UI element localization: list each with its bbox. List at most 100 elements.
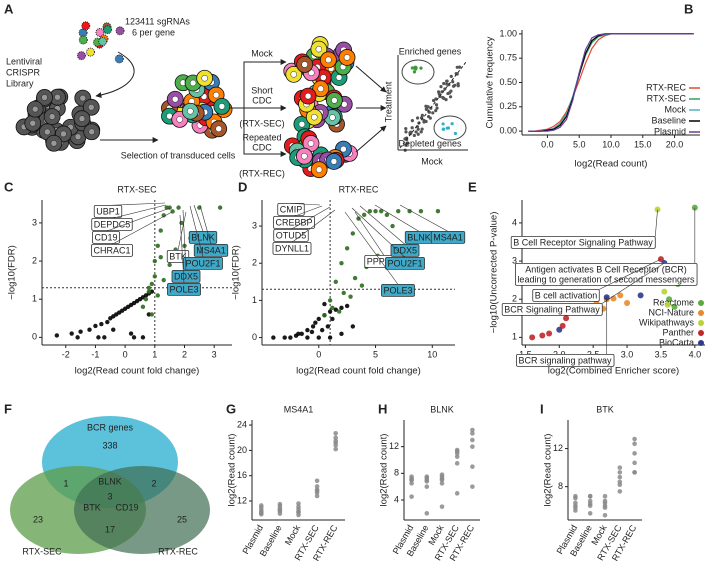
- arm-label: (RTX-REC): [239, 168, 285, 178]
- inset-dot: [413, 65, 418, 69]
- leader-line: [374, 204, 420, 232]
- y-tick-label: 12: [553, 443, 563, 453]
- point: [259, 503, 264, 508]
- point: [470, 464, 475, 469]
- virus: [103, 25, 113, 35]
- cell-nucleus: [315, 45, 323, 53]
- x-tick-label: 2: [182, 349, 187, 359]
- x-axis-label: log2(Read count fold change): [75, 366, 200, 377]
- point: [624, 300, 631, 307]
- point: [314, 493, 320, 499]
- leader-line: [105, 207, 171, 232]
- point: [424, 511, 430, 516]
- point: [617, 470, 623, 475]
- point: [170, 209, 175, 214]
- point: [155, 293, 160, 298]
- point: [288, 335, 293, 340]
- cell-nucleus: [31, 105, 39, 113]
- point: [333, 279, 338, 284]
- legend-label: Panther: [662, 327, 694, 337]
- inset-dot: [420, 113, 424, 117]
- cell-nucleus: [304, 92, 312, 100]
- gene-label: DDX5: [393, 245, 417, 255]
- point: [314, 478, 320, 484]
- inset-label: Depleted genes: [398, 138, 462, 148]
- y-tick-label: 3: [252, 220, 257, 230]
- cell-nucleus: [88, 128, 95, 136]
- panel-letter: C: [4, 179, 14, 194]
- inset-dot: [424, 107, 428, 111]
- point: [296, 501, 301, 506]
- point: [152, 274, 158, 279]
- y-axis-label: −log10(FDR): [231, 245, 242, 300]
- gene-label: DEPDC5: [94, 219, 131, 229]
- point: [75, 335, 80, 340]
- annotation-box: [532, 288, 600, 302]
- y-tick-label: 12: [237, 495, 247, 505]
- leader-line: [111, 211, 173, 245]
- gene-label: DYNLL1: [275, 243, 309, 253]
- legend-swatch: [698, 300, 704, 306]
- y-tick-label: 4: [394, 494, 399, 504]
- point: [587, 493, 593, 499]
- point: [454, 461, 460, 466]
- gene-label: MS4A1: [196, 245, 226, 255]
- x-tick-label: 5: [373, 349, 378, 359]
- legend-swatch: [698, 330, 704, 336]
- point: [316, 335, 321, 340]
- annotation: leading to generation of second messenge…: [517, 274, 695, 284]
- point: [78, 329, 83, 334]
- x-tick-label: 4.0: [689, 349, 702, 359]
- y-tick-label: 3: [512, 255, 517, 265]
- point: [454, 454, 460, 459]
- leader-line: [293, 205, 323, 217]
- point: [602, 503, 608, 509]
- leader-line: [193, 204, 204, 232]
- gene-label: CHRAC1: [93, 245, 130, 255]
- point: [637, 292, 644, 299]
- point: [367, 208, 373, 214]
- cell-nucleus: [44, 128, 51, 136]
- leader-line: [654, 209, 658, 237]
- point: [319, 327, 325, 333]
- legend-label: Baseline: [651, 115, 686, 125]
- point: [277, 507, 283, 513]
- inset-dot: [448, 95, 453, 99]
- inset-label: Enriched genes: [399, 46, 462, 56]
- point: [330, 305, 335, 311]
- point: [470, 444, 475, 449]
- panel-letter: A: [4, 1, 14, 16]
- chart-title: BLNK: [430, 404, 454, 414]
- panel-letter: B: [684, 1, 693, 16]
- point: [337, 309, 342, 314]
- point: [333, 307, 338, 312]
- inset-dot: [442, 81, 446, 86]
- point: [359, 283, 365, 288]
- point: [573, 493, 578, 499]
- point: [167, 205, 172, 210]
- point: [327, 335, 333, 340]
- legend-label: Wikipathways: [639, 317, 695, 327]
- cell-nucleus: [218, 103, 226, 110]
- cell-nucleus: [290, 71, 298, 78]
- point: [314, 484, 320, 489]
- y-tick-label: 4: [512, 217, 517, 227]
- inset-ellipse: [433, 115, 467, 141]
- cell-nucleus: [308, 69, 315, 77]
- leader-line: [199, 204, 212, 245]
- x-tick-label: 10.0: [602, 139, 620, 149]
- point: [379, 208, 384, 214]
- y-tick-label: 2: [32, 255, 37, 265]
- point: [339, 331, 344, 337]
- arm-label: (RTX-SEC): [239, 118, 284, 128]
- cell-nucleus: [307, 140, 315, 147]
- venn-count: 25: [177, 514, 187, 524]
- cell-nucleus: [171, 96, 179, 103]
- point: [131, 335, 137, 340]
- cell-nucleus: [88, 104, 95, 111]
- y-axis-label: log2(Read count): [227, 434, 238, 507]
- annotation-box: [510, 235, 656, 249]
- point: [424, 474, 430, 479]
- x-axis-label: log2(Read count fold change): [296, 366, 421, 377]
- arm-label: Mock: [251, 48, 273, 58]
